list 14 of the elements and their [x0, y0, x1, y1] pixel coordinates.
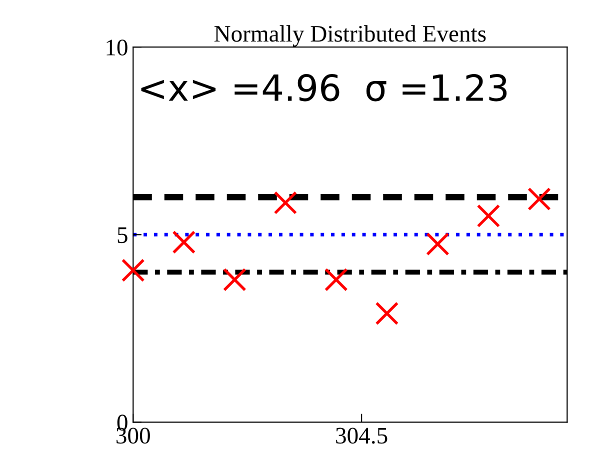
- point: [121, 258, 145, 282]
- point: [426, 232, 450, 256]
- point: [476, 204, 500, 228]
- y-tick-label: 5: [118, 227, 128, 244]
- x-tick-label: 304.5: [336, 428, 388, 444]
- y-tick-label: 10: [106, 40, 128, 56]
- annotation: <x> =4.96 σ =1.23: [141, 74, 507, 102]
- point: [528, 187, 551, 211]
- chart-title: Normally Distributed Events: [214, 25, 486, 47]
- point: [274, 191, 298, 214]
- point: [324, 268, 348, 292]
- point: [172, 230, 196, 254]
- point: [222, 268, 246, 292]
- point: [375, 302, 399, 326]
